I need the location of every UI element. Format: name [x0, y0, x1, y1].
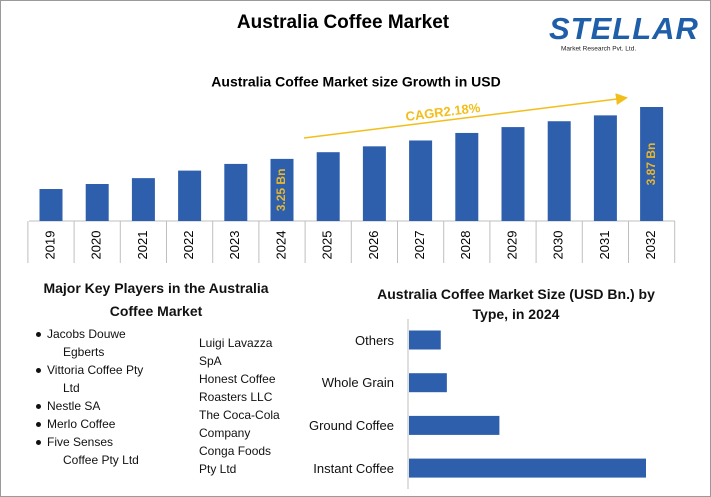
bar	[362, 146, 386, 221]
bar	[131, 178, 155, 221]
bullet	[36, 440, 41, 445]
player: Honest Coffee Roasters LLC	[199, 372, 276, 404]
bar	[593, 115, 617, 221]
bullet	[36, 422, 41, 427]
x-tick-label: 2029	[504, 231, 519, 260]
y-tick-label: Instant Coffee	[313, 460, 394, 476]
cagr-arrow	[303, 93, 628, 139]
bar	[178, 170, 202, 221]
bar	[224, 163, 248, 221]
page-title: Australia Coffee Market	[237, 12, 450, 33]
x-tick-label: 2032	[643, 231, 658, 260]
bar	[409, 373, 447, 393]
bar	[39, 189, 63, 221]
player: Jacobs Douwe Egberts	[34, 325, 148, 361]
bar	[547, 121, 571, 221]
logo-name: STELLAR	[549, 11, 699, 46]
bar	[640, 107, 664, 221]
chart-title: Australia Coffee Market Size (USD Bn.) b…	[377, 286, 655, 322]
player: Vittoria Coffee Pty Ltd	[34, 361, 148, 397]
player: The Coca-Cola Company	[199, 408, 280, 440]
player: Nestle SA	[34, 397, 148, 415]
player: Merlo Coffee	[34, 415, 148, 433]
x-tick-label: 2031	[597, 231, 612, 260]
bullet	[36, 404, 41, 409]
y-tick-label: Ground Coffee	[308, 417, 394, 433]
value-label: 3.25 Bn	[274, 169, 288, 212]
bar	[409, 415, 500, 435]
bar	[409, 140, 433, 221]
players-title: Major Key Players in the Australia Coffe…	[43, 280, 269, 319]
y-tick-label: Others	[354, 332, 394, 348]
value-label: 3.87 Bn	[644, 143, 658, 186]
x-tick-label: 2026	[366, 231, 381, 260]
players-column: Luigi Lavazza SpA Honest Coffee Roasters …	[199, 334, 287, 478]
x-tick-label: 2021	[135, 231, 150, 260]
bar	[409, 330, 441, 350]
chart-title: Australia Coffee Market size Growth in U…	[211, 74, 500, 90]
bar	[316, 152, 340, 221]
y-tick-label: Whole Grain	[321, 375, 394, 391]
x-tick-label: 2030	[551, 231, 566, 260]
x-tick-label: 2019	[42, 231, 57, 260]
x-tick-label: 2028	[458, 231, 473, 260]
x-tick-label: 2023	[227, 231, 242, 260]
x-tick-label: 2020	[89, 231, 104, 260]
bar	[270, 158, 294, 221]
x-tick-label: 2024	[273, 231, 288, 260]
player: Conga Foods Pty Ltd	[199, 444, 272, 476]
x-tick-label: 2022	[181, 231, 196, 260]
bar	[455, 132, 479, 221]
bar	[85, 183, 109, 221]
bullet	[36, 368, 41, 373]
x-tick-label: 2025	[320, 231, 335, 260]
player: Five Senses Coffee Pty Ltd	[34, 433, 148, 469]
player: Luigi Lavazza SpA	[199, 336, 273, 368]
logo-tagline: Market Research Pvt. Ltd.	[561, 46, 636, 53]
x-tick-label: 2027	[412, 231, 427, 260]
bullet	[36, 332, 41, 337]
players-column: Jacobs Douwe Egberts Vittoria Coffee Pty …	[34, 325, 148, 469]
bar	[501, 127, 525, 221]
bar	[409, 458, 646, 478]
